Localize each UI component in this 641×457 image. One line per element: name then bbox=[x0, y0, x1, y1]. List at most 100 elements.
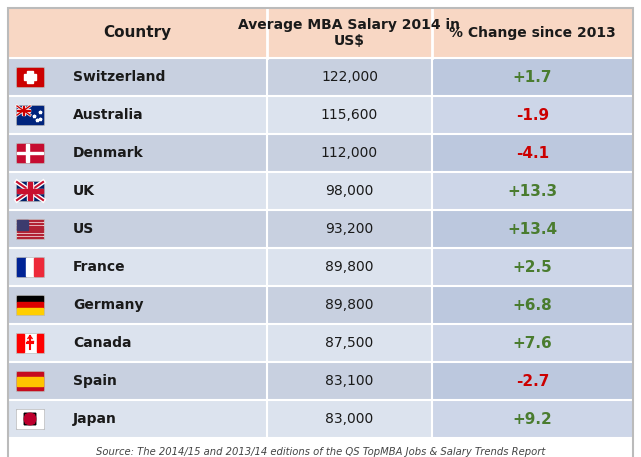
Bar bbox=[8, 8, 267, 58]
Text: Country: Country bbox=[103, 26, 172, 41]
Bar bbox=[8, 400, 267, 438]
Bar bbox=[26, 258, 35, 276]
Text: -1.9: -1.9 bbox=[516, 107, 549, 122]
Text: Denmark: Denmark bbox=[73, 146, 144, 160]
Bar bbox=[267, 134, 432, 172]
Bar bbox=[432, 96, 633, 134]
Text: 98,000: 98,000 bbox=[326, 184, 374, 198]
Bar bbox=[17, 220, 28, 230]
Bar bbox=[22, 106, 25, 115]
Bar bbox=[267, 210, 432, 248]
Bar bbox=[17, 237, 43, 238]
Text: +2.5: +2.5 bbox=[513, 260, 553, 275]
Text: +13.4: +13.4 bbox=[508, 222, 558, 237]
Text: -4.1: -4.1 bbox=[516, 145, 549, 160]
Text: -2.7: -2.7 bbox=[516, 373, 549, 388]
Bar bbox=[16, 409, 44, 429]
Bar bbox=[17, 334, 24, 352]
Bar bbox=[17, 226, 43, 227]
Bar bbox=[17, 109, 30, 112]
Bar bbox=[26, 144, 29, 162]
Bar bbox=[17, 334, 43, 352]
Text: 87,500: 87,500 bbox=[326, 336, 374, 350]
Bar bbox=[17, 220, 43, 221]
Bar bbox=[17, 223, 43, 224]
Bar bbox=[17, 68, 43, 86]
Bar bbox=[432, 134, 633, 172]
Bar bbox=[17, 410, 43, 428]
Text: Source: The 2014/15 and 2013/14 editions of the QS TopMBA Jobs & Salary Trends R: Source: The 2014/15 and 2013/14 editions… bbox=[96, 447, 545, 457]
Bar bbox=[17, 308, 43, 314]
Bar bbox=[432, 58, 633, 96]
Bar bbox=[432, 8, 633, 58]
Bar bbox=[432, 210, 633, 248]
Bar bbox=[8, 362, 267, 400]
Bar bbox=[432, 248, 633, 286]
Text: UK: UK bbox=[73, 184, 95, 198]
Text: Australia: Australia bbox=[73, 108, 144, 122]
Bar bbox=[16, 333, 44, 353]
Text: +13.3: +13.3 bbox=[508, 184, 558, 198]
Text: 83,100: 83,100 bbox=[326, 374, 374, 388]
Text: Spain: Spain bbox=[73, 374, 117, 388]
Bar bbox=[17, 182, 43, 200]
Text: 89,800: 89,800 bbox=[325, 298, 374, 312]
Bar bbox=[17, 189, 43, 192]
Text: 83,000: 83,000 bbox=[326, 412, 374, 426]
Text: France: France bbox=[73, 260, 126, 274]
Bar bbox=[16, 295, 44, 315]
Bar bbox=[267, 172, 432, 210]
Bar bbox=[35, 258, 43, 276]
Text: Canada: Canada bbox=[73, 336, 131, 350]
Bar bbox=[267, 286, 432, 324]
Bar bbox=[16, 257, 44, 277]
Bar bbox=[432, 400, 633, 438]
Text: US: US bbox=[73, 222, 94, 236]
Bar bbox=[16, 143, 44, 163]
Bar bbox=[17, 296, 43, 302]
Bar bbox=[8, 58, 267, 96]
Bar bbox=[22, 106, 24, 115]
Bar bbox=[17, 234, 43, 235]
Bar bbox=[432, 286, 633, 324]
Text: +6.8: +6.8 bbox=[513, 298, 553, 313]
Bar bbox=[17, 372, 43, 390]
Bar bbox=[432, 172, 633, 210]
Text: Switzerland: Switzerland bbox=[73, 70, 165, 84]
FancyBboxPatch shape bbox=[24, 413, 36, 425]
Bar bbox=[16, 105, 44, 125]
Bar bbox=[17, 377, 43, 386]
Text: 93,200: 93,200 bbox=[326, 222, 374, 236]
Bar bbox=[17, 228, 43, 230]
Bar bbox=[267, 324, 432, 362]
Bar bbox=[17, 144, 43, 162]
Text: 115,600: 115,600 bbox=[321, 108, 378, 122]
Bar bbox=[267, 362, 432, 400]
Bar bbox=[27, 182, 33, 200]
Bar bbox=[16, 67, 44, 87]
Bar bbox=[8, 248, 267, 286]
Bar bbox=[432, 362, 633, 400]
Bar bbox=[267, 248, 432, 286]
Text: +9.2: +9.2 bbox=[513, 411, 553, 426]
Bar bbox=[267, 400, 432, 438]
Bar bbox=[17, 152, 43, 154]
Bar bbox=[17, 189, 43, 193]
Bar bbox=[37, 334, 43, 352]
Bar bbox=[27, 71, 33, 83]
Text: +1.7: +1.7 bbox=[513, 69, 553, 85]
Bar bbox=[17, 302, 43, 308]
Bar bbox=[8, 172, 267, 210]
Bar bbox=[8, 324, 267, 362]
Bar bbox=[17, 106, 43, 124]
Bar bbox=[432, 324, 633, 362]
Text: Japan: Japan bbox=[73, 412, 117, 426]
Bar bbox=[8, 96, 267, 134]
Bar bbox=[28, 182, 32, 200]
Bar bbox=[17, 258, 26, 276]
Bar bbox=[16, 181, 44, 201]
Text: 122,000: 122,000 bbox=[321, 70, 378, 84]
Bar bbox=[24, 74, 36, 80]
Bar bbox=[267, 96, 432, 134]
Bar bbox=[17, 220, 43, 238]
